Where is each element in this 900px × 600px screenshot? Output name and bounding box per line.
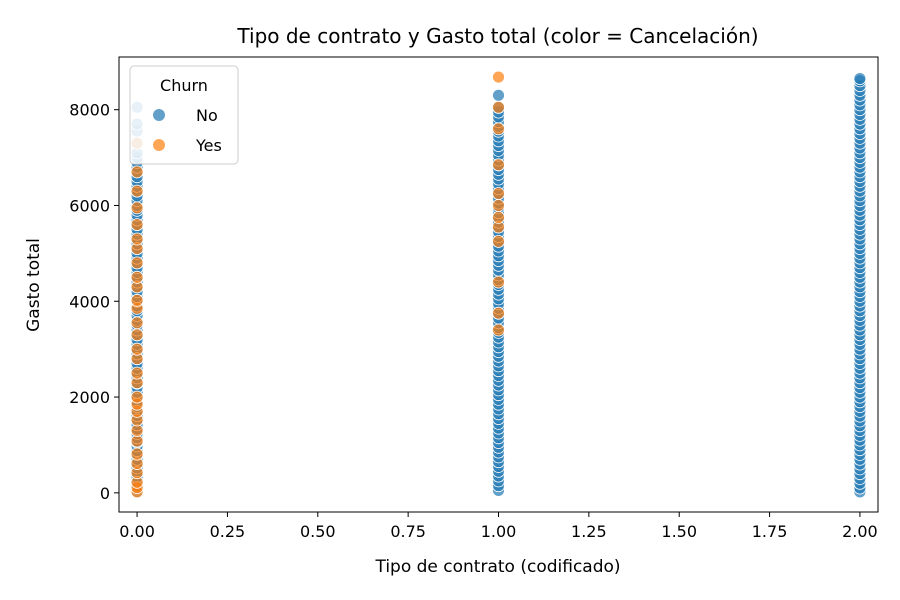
y-tick-label: 8000 [69,101,110,120]
legend: Churn No Yes [129,65,239,165]
points-layer [130,70,867,499]
x-axis-label: Tipo de contrato (codificado) [374,557,620,577]
data-point-no [492,88,505,102]
y-tick-label: 0 [100,484,110,503]
data-point-yes [492,100,505,114]
legend-marker-yes [153,139,165,151]
data-point-yes [130,270,144,284]
data-point-yes [130,184,144,198]
data-point-yes [492,199,505,212]
x-tick-label: 0.00 [119,522,155,541]
data-point-yes [492,275,505,289]
data-point-yes [130,316,144,330]
data-point-yes [492,234,505,248]
x-tick-label: 1.00 [481,522,517,541]
y-axis: 0 2000 4000 6000 8000 [69,101,119,503]
data-point-yes [130,390,144,404]
data-point-yes [130,218,144,232]
data-point-yes [130,328,144,342]
data-point-yes [130,256,144,270]
x-tick-label: 1.25 [571,522,607,541]
data-point-yes [130,447,144,461]
data-point-yes [492,122,505,136]
x-tick-label: 0.50 [300,522,336,541]
data-point-yes [130,366,144,380]
y-tick-label: 6000 [69,196,110,215]
data-point-yes [130,342,144,356]
legend-marker-no [153,109,165,121]
x-tick-label: 0.75 [390,522,426,541]
data-point-yes [130,165,144,179]
chart-title: Tipo de contrato y Gasto total (color = … [236,24,758,48]
data-point-yes [130,232,144,246]
y-tick-label: 2000 [69,388,110,407]
x-axis: 0.00 0.25 0.50 0.75 1.00 1.25 1.50 1.75 2.00 [119,512,878,541]
data-point-yes [492,187,505,200]
x-tick-label: 1.50 [661,522,697,541]
data-point-yes [130,201,144,215]
y-tick-label: 4000 [69,292,110,311]
data-point-yes [492,323,505,337]
data-point-yes [130,293,144,307]
x-tick-label: 2.00 [842,522,878,541]
data-point-yes [492,158,505,172]
legend-title: Churn [160,76,208,95]
legend-label-no: No [196,106,218,125]
y-axis-label: Gasto total [24,238,44,332]
legend-label-yes: Yes [195,136,222,155]
data-point-yes [492,210,505,224]
x-tick-label: 0.25 [210,522,246,541]
data-point-yes [492,306,505,320]
data-point-no [853,72,867,85]
data-point-yes [492,70,505,84]
x-tick-label: 1.75 [752,522,788,541]
